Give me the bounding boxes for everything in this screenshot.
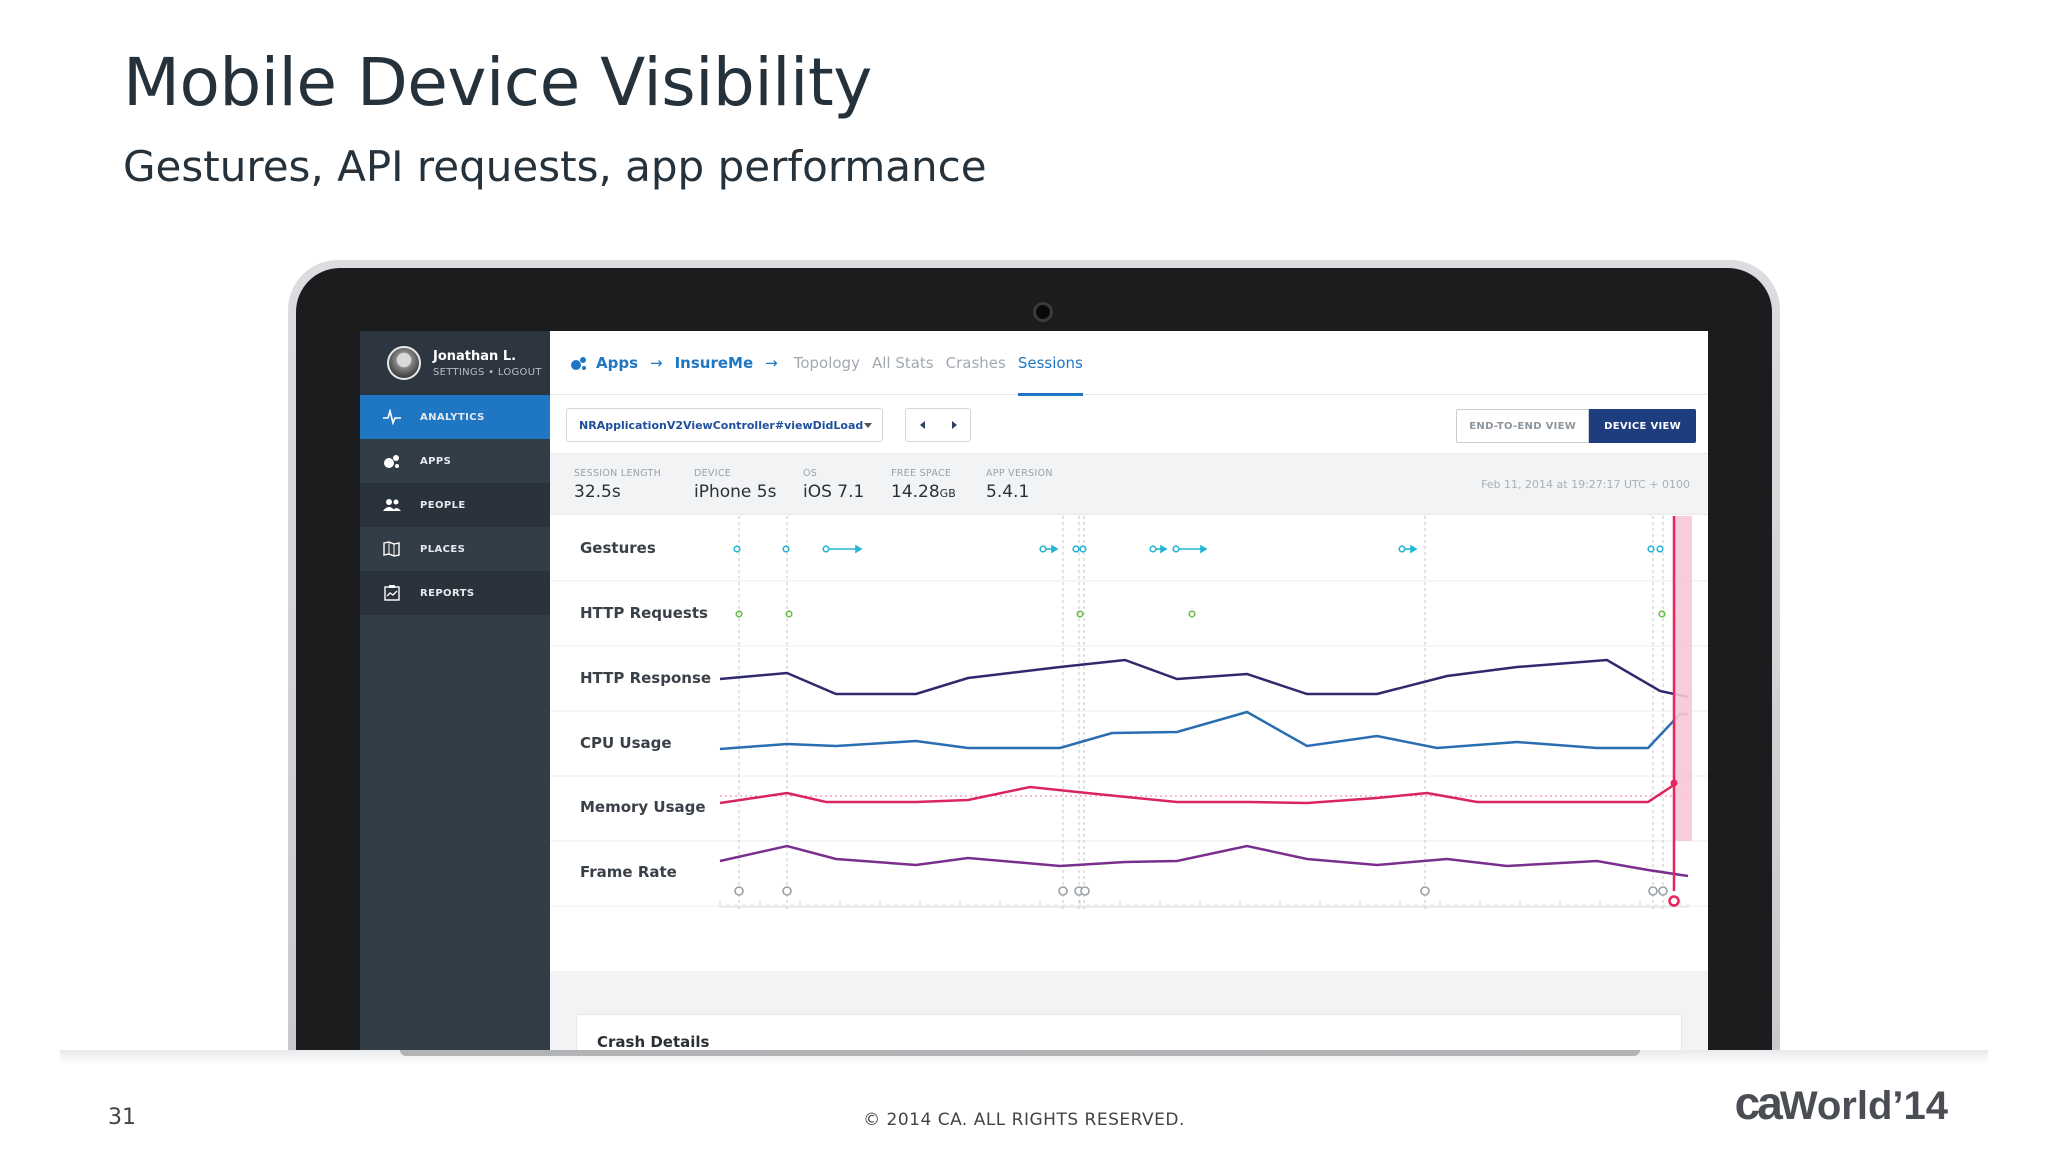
breadcrumb-app[interactable]: InsureMe xyxy=(674,353,754,372)
chevron-down-icon xyxy=(864,423,872,428)
end-to-end-view-button[interactable]: END-TO-END VIEW xyxy=(1456,409,1590,443)
interaction-select-value: NRApplicationV2ViewController#viewDidLoa… xyxy=(579,419,864,432)
reports-icon xyxy=(382,585,402,601)
playhead-handle xyxy=(1668,895,1680,907)
sidebar-item-places[interactable]: PLACES xyxy=(360,527,550,571)
chevron-right-icon xyxy=(951,421,957,429)
stat-session-length: SESSION LENGTH 32.5s xyxy=(574,468,661,502)
sidebar-item-people[interactable]: PEOPLE xyxy=(360,483,550,527)
logo-world: World xyxy=(1779,1084,1893,1128)
slide-title: Mobile Device Visibility xyxy=(123,44,872,121)
sidebar-item-label: ANALYTICS xyxy=(420,411,485,423)
sidebar: Jonathan L. SETTINGS • LOGOUT ANALYTICS … xyxy=(360,331,550,1052)
people-icon xyxy=(382,497,402,513)
memory-usage-line xyxy=(719,781,1678,805)
session-timeline: Gestures HTTP Requests HTTP Response CPU… xyxy=(550,516,1708,961)
slide-subtitle: Gestures, API requests, app performance xyxy=(123,142,987,191)
row-label-gestures: Gestures xyxy=(580,539,656,557)
stat-label: DEVICE xyxy=(694,468,732,479)
stat-number: 14.28 xyxy=(891,482,940,502)
stat-value: iPhone 5s xyxy=(694,482,777,502)
device-view-button[interactable]: DEVICE VIEW xyxy=(1589,409,1696,443)
playhead-band xyxy=(1674,516,1692,841)
gesture-events xyxy=(733,544,1664,554)
event-anchors xyxy=(734,886,1668,896)
logo-ca: ca xyxy=(1734,1077,1783,1129)
next-button[interactable] xyxy=(938,409,970,441)
app-screen: Jonathan L. SETTINGS • LOGOUT ANALYTICS … xyxy=(360,331,1708,1052)
link-separator: • xyxy=(488,366,495,378)
row-label-frame-rate: Frame Rate xyxy=(580,863,677,881)
stat-os: OS iOS 7.1 xyxy=(803,468,864,502)
stat-app-version: APP VERSION 5.4.1 xyxy=(986,468,1053,502)
user-name: Jonathan L. xyxy=(433,348,517,364)
stat-label: FREE SPACE xyxy=(891,468,952,479)
user-panel: Jonathan L. SETTINGS • LOGOUT xyxy=(360,331,550,395)
http-response-line xyxy=(719,658,1689,699)
stat-device: DEVICE iPhone 5s xyxy=(694,468,776,502)
settings-link[interactable]: SETTINGS xyxy=(433,366,485,378)
row-label-http-response: HTTP Response xyxy=(580,669,712,687)
laptop-base-edge xyxy=(400,1050,1640,1056)
frame-rate-line xyxy=(719,844,1689,878)
chevron-left-icon xyxy=(919,421,925,429)
timeline-chart[interactable] xyxy=(550,516,1708,961)
places-icon xyxy=(382,541,402,557)
row-label-cpu-usage: CPU Usage xyxy=(580,734,672,752)
cpu-usage-line xyxy=(719,710,1688,751)
stat-value: 5.4.1 xyxy=(986,482,1030,502)
logout-link[interactable]: LOGOUT xyxy=(497,366,542,378)
stat-label: APP VERSION xyxy=(986,468,1053,479)
stat-free-space: FREE SPACE 14.28GB xyxy=(891,468,956,502)
pulse-icon xyxy=(382,409,402,425)
sidebar-item-analytics[interactable]: ANALYTICS xyxy=(360,395,550,439)
prev-button[interactable] xyxy=(906,409,938,441)
controls-bar: NRApplicationV2ViewController#viewDidLoa… xyxy=(550,395,1708,453)
crash-details-heading: Crash Details xyxy=(597,1033,710,1051)
playhead-point xyxy=(1670,779,1678,787)
sidebar-item-label: PLACES xyxy=(420,543,466,555)
main-panel: Apps → InsureMe → Topology All Stats Cra… xyxy=(550,331,1708,1052)
copyright: © 2014 CA. ALL RIGHTS RESERVED. xyxy=(863,1110,1185,1130)
stat-value: iOS 7.1 xyxy=(803,482,865,502)
stat-unit: GB xyxy=(939,487,956,500)
breadcrumb-arrow: → xyxy=(765,353,778,372)
stat-label: OS xyxy=(803,468,818,479)
page-number: 31 xyxy=(108,1105,136,1130)
apps-icon xyxy=(570,355,588,371)
tab-crashes[interactable]: Crashes xyxy=(945,353,1006,372)
event-markers xyxy=(738,516,1664,911)
apps-icon xyxy=(382,453,402,469)
stat-value: 14.28GB xyxy=(891,482,956,502)
breadcrumb-arrow: → xyxy=(650,353,663,372)
http-request-events xyxy=(735,610,1666,618)
avatar[interactable] xyxy=(387,346,421,380)
sidebar-item-label: PEOPLE xyxy=(420,499,466,511)
logo-year: ’14 xyxy=(1892,1084,1948,1128)
breadcrumb-apps[interactable]: Apps xyxy=(596,353,639,372)
sidebar-item-apps[interactable]: APPS xyxy=(360,439,550,483)
session-timestamp: Feb 11, 2014 at 19:27:17 UTC + 0100 xyxy=(1481,478,1690,491)
sidebar-item-label: REPORTS xyxy=(420,587,475,599)
stat-value: 32.5s xyxy=(574,482,621,502)
camera-icon xyxy=(1033,302,1053,322)
ca-world-logo: caWorld’14 xyxy=(1735,1076,1948,1130)
pager xyxy=(905,408,971,442)
view-toggle: END-TO-END VIEW DEVICE VIEW xyxy=(1456,409,1696,443)
stat-label: SESSION LENGTH xyxy=(574,468,662,479)
tab-all-stats[interactable]: All Stats xyxy=(871,353,934,372)
sidebar-item-label: APPS xyxy=(420,455,452,467)
top-navigation: Apps → InsureMe → Topology All Stats Cra… xyxy=(550,331,1708,396)
row-label-memory-usage: Memory Usage xyxy=(580,798,706,816)
tab-sessions[interactable]: Sessions xyxy=(1017,353,1083,396)
crash-details-panel: Crash Details xyxy=(576,1014,1682,1052)
interaction-select[interactable]: NRApplicationV2ViewController#viewDidLoa… xyxy=(566,408,883,442)
tab-topology[interactable]: Topology xyxy=(793,353,860,372)
sidebar-item-reports[interactable]: REPORTS xyxy=(360,571,550,615)
row-label-http-requests: HTTP Requests xyxy=(580,604,708,622)
session-stats: SESSION LENGTH 32.5s DEVICE iPhone 5s OS… xyxy=(550,453,1708,515)
